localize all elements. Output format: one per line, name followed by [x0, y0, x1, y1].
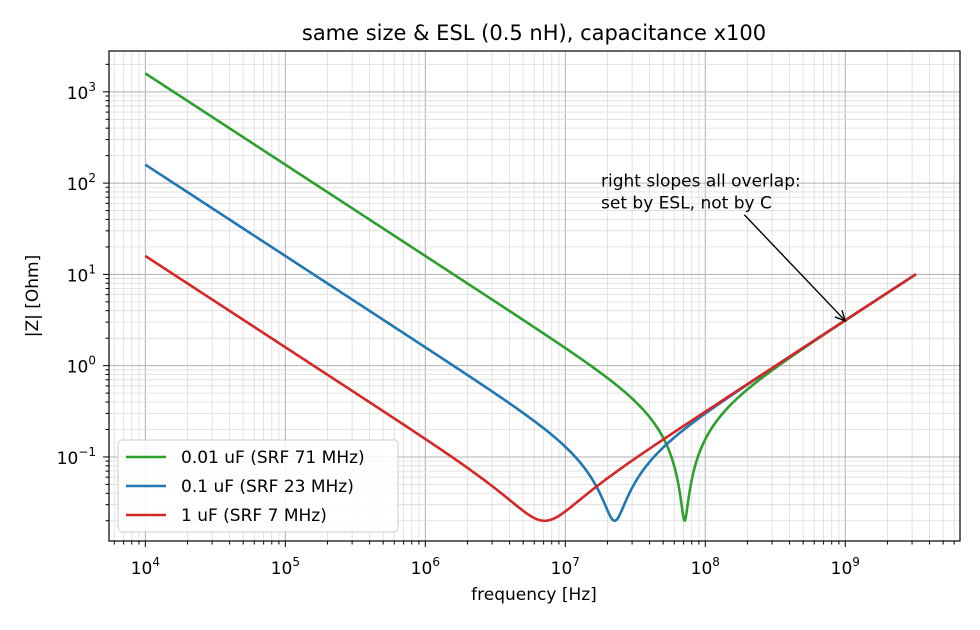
- y-tick-label: 101: [67, 262, 96, 286]
- series-line: [144, 254, 917, 523]
- y-tick-label: 103: [67, 80, 96, 104]
- chart-title: same size & ESL (0.5 nH), capacitance x1…: [302, 21, 766, 45]
- y-tick-label: 102: [67, 171, 96, 195]
- series-lines: [144, 72, 917, 523]
- legend-label: 0.01 uF (SRF 71 MHz): [181, 448, 365, 468]
- x-tick-label: 105: [271, 555, 300, 579]
- x-axis-label: frequency [Hz]: [471, 585, 597, 605]
- x-tick-label: 108: [691, 555, 720, 579]
- legend-label: 1 uF (SRF 7 MHz): [181, 506, 327, 526]
- axis-ticks: 104 105 106 107 108 109 10−1 100 101 102 103: [57, 63, 955, 579]
- legend: 0.01 uF (SRF 71 MHz) 0.1 uF (SRF 23 MHz) 1…: [117, 439, 399, 533]
- annotation-arrowhead: [834, 310, 847, 322]
- annotation-text: right slopes all overlap:: [601, 171, 801, 191]
- y-tick-label: 10−1: [57, 445, 96, 469]
- y-tick-label: 100: [67, 354, 96, 378]
- legend-box: [117, 439, 399, 533]
- y-axis-label: |Z| [Ohm]: [23, 255, 43, 338]
- x-tick-label: 106: [411, 555, 440, 579]
- x-tick-label: 107: [551, 555, 580, 579]
- annotation: right slopes all overlap:set by ESL, not…: [601, 171, 847, 322]
- x-tick-label: 109: [831, 555, 860, 579]
- annotation-text: set by ESL, not by C: [601, 193, 772, 213]
- annotation-arrow: [743, 214, 846, 322]
- legend-label: 0.1 uF (SRF 23 MHz): [181, 477, 354, 497]
- x-tick-label: 104: [131, 555, 160, 579]
